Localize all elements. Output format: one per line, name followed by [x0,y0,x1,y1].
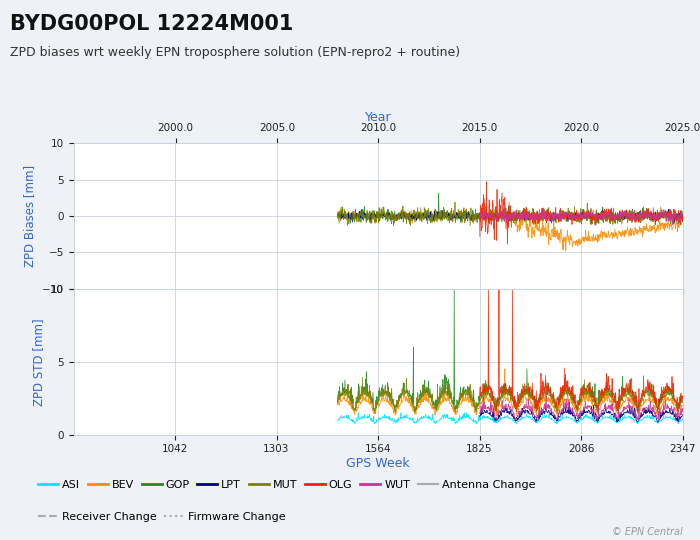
Legend: Receiver Change, Firmware Change: Receiver Change, Firmware Change [34,508,290,526]
Y-axis label: ZPD Biases [mm]: ZPD Biases [mm] [23,165,36,267]
Text: BYDG00POL 12224M001: BYDG00POL 12224M001 [10,14,294,33]
Text: ZPD biases wrt weekly EPN troposphere solution (EPN-repro2 + routine): ZPD biases wrt weekly EPN troposphere so… [10,46,461,59]
Legend: ASI, BEV, GOP, LPT, MUT, OLG, WUT, Antenna Change: ASI, BEV, GOP, LPT, MUT, OLG, WUT, Anten… [34,475,540,494]
X-axis label: Year: Year [365,111,391,124]
Text: © EPN Central: © EPN Central [612,527,682,537]
X-axis label: GPS Week: GPS Week [346,457,410,470]
Y-axis label: ZPD STD [mm]: ZPD STD [mm] [32,318,45,406]
